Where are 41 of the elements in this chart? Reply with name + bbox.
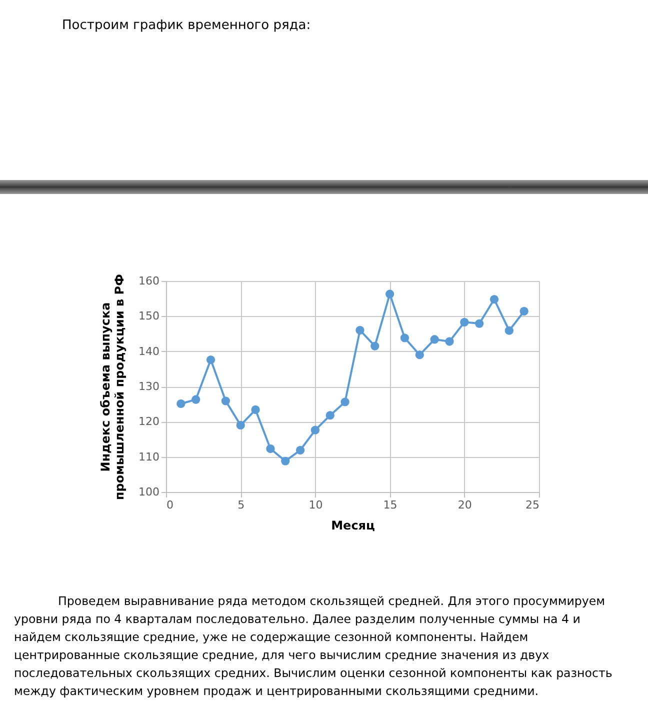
point [221,396,230,406]
point [310,426,320,434]
point [370,342,380,350]
x-tick-label: 25 [526,498,540,512]
point [445,337,454,346]
x-tick-label: 0 [166,498,174,512]
y-tick-label: 110 [138,450,160,464]
point [192,395,200,404]
point [415,350,424,360]
point [206,355,216,364]
x-tick-label: 20 [458,498,472,512]
point [266,444,275,454]
point [430,335,439,344]
point [281,456,290,466]
point [236,420,245,430]
y-tick-label: 160 [138,274,160,288]
x-axis-title: Месяц [331,518,375,532]
y-tick-label: 120 [138,415,160,428]
point [340,398,350,406]
point [400,334,410,342]
y-tick-label: 100 [138,486,160,498]
y-tick-label: 140 [138,344,160,358]
point [460,318,469,326]
point [474,319,484,328]
point [251,405,260,414]
point [385,290,394,298]
point [490,294,499,304]
point [296,446,305,454]
point [504,326,514,335]
y-tick-label: 150 [138,310,160,323]
point [356,326,364,335]
y-axis-title: Индекс объема выпуска промышленной продукции в РФ [98,274,127,500]
point [326,411,334,420]
point [520,306,528,316]
x-tick-label: 5 [238,498,245,512]
chart-title: Построим график временного ряда: [62,18,311,33]
x-tick-label: 15 [383,498,398,512]
y-tick-label: 130 [138,380,160,393]
point [176,399,186,408]
text: Проведем выравнивание ряда методом скользящей средней. Для этого просуммируем уровни ряда по 4 кварталам последовательно. Далее разделим полученные суммы на 4 и найдем скользящие средние, уже не содержащие сезонной компоненты. Найдем центрированные скользящие средние, для чего вычислим средние значения из двух последовательных скользящих средних. Вычислим оценки сезонной компоненты как разность между фактическим уровнем продаж и центрированными скользящими средними. [14,593,614,700]
x-tick-label: 10 [308,498,323,512]
